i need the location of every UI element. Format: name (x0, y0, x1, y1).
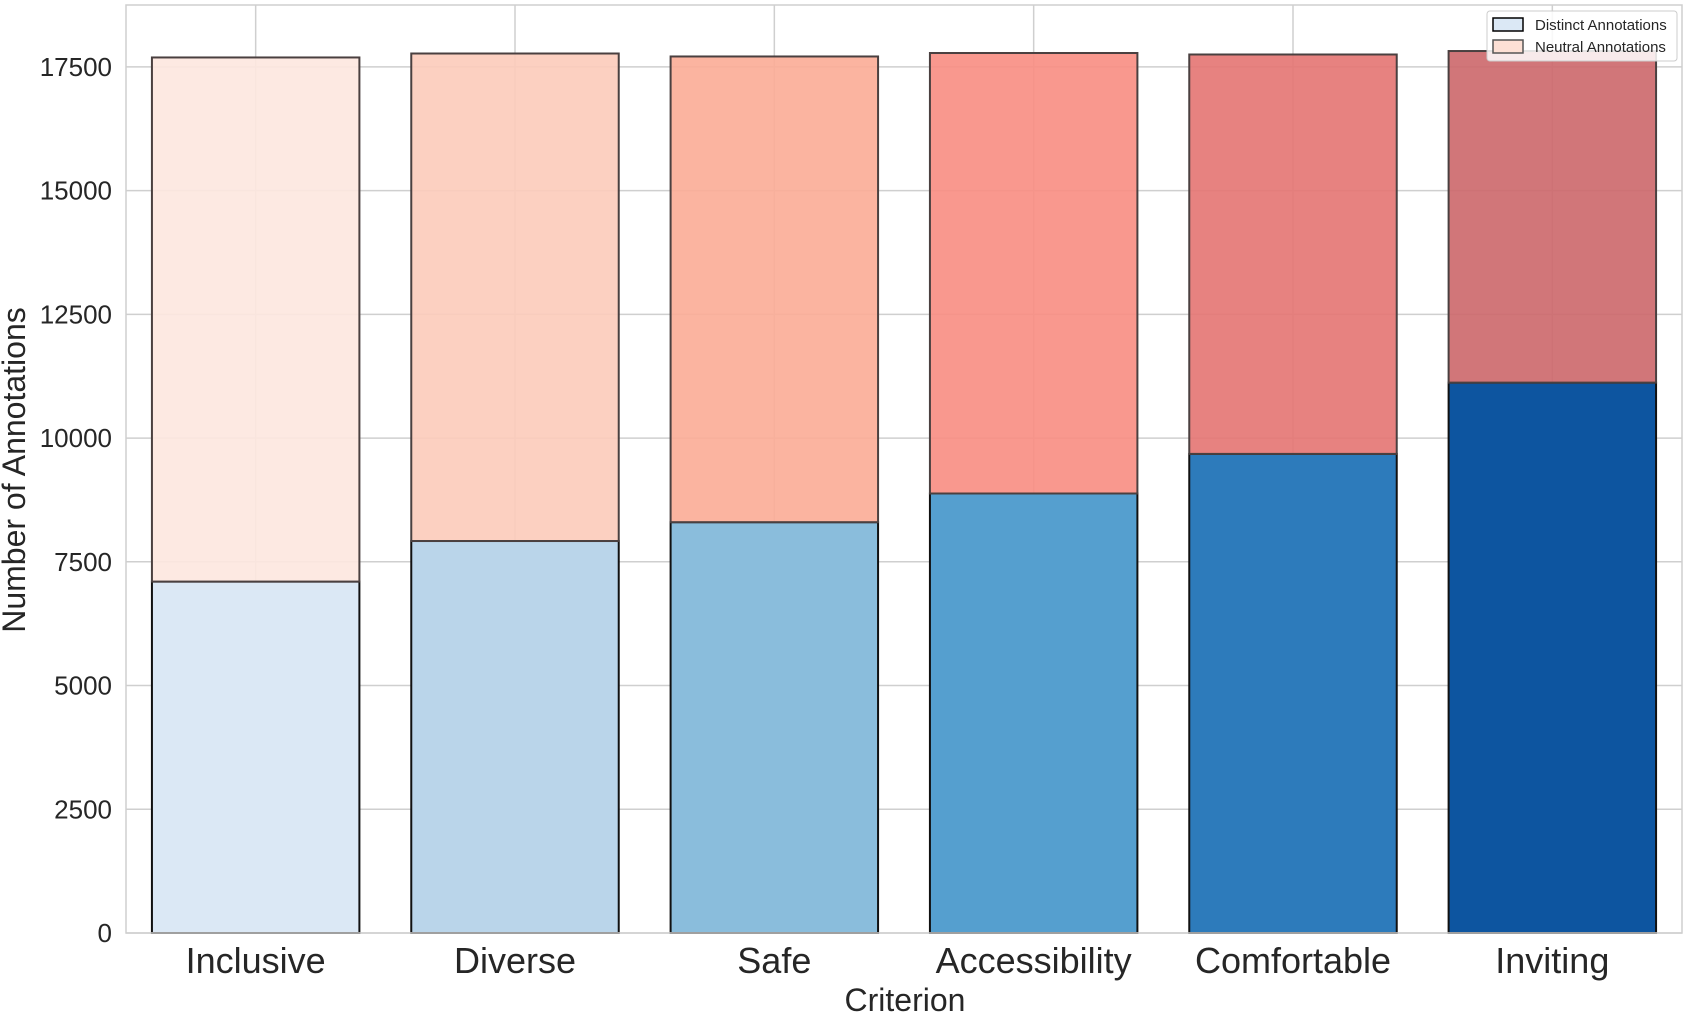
legend-label-distinct: Distinct Annotations (1535, 17, 1667, 34)
x-tick-labels: Inclusive Diverse Safe Accessibility Comfort… (186, 940, 1610, 981)
bar-distinct-comfortable (1188, 452, 1398, 934)
x-tick-label: Diverse (454, 940, 576, 981)
y-tick-label: 15000 (40, 176, 112, 206)
x-tick-label: Accessibility (936, 940, 1132, 981)
bar-neutral-accessibility (928, 52, 1139, 495)
y-tick-label: 17500 (40, 52, 112, 82)
bar-neutral-inviting (1447, 50, 1658, 384)
bar-neutral-diverse (410, 52, 620, 543)
y-tick-label: 0 (98, 918, 112, 948)
y-tick-label: 12500 (40, 299, 112, 329)
plot-frame (125, 4, 1683, 934)
x-tick-label: Inviting (1495, 940, 1609, 981)
y-tick-labels: 0 2500 5000 7500 10000 12500 15000 17500 (40, 52, 112, 948)
legend: Distinct Annotations Neutral Annotations (1486, 10, 1678, 62)
bar-neutral-safe (669, 55, 880, 524)
bar-distinct-inviting (1447, 381, 1658, 934)
bar-distinct-accessibility (928, 492, 1139, 934)
y-tick-label: 10000 (40, 423, 112, 453)
legend-swatch-neutral (1492, 39, 1524, 54)
bar-neutral-inclusive (150, 56, 361, 583)
legend-swatch-distinct (1492, 17, 1524, 32)
x-tick-label: Safe (737, 940, 811, 981)
bar-neutral-comfortable (1188, 53, 1398, 455)
bar-distinct-diverse (410, 540, 620, 935)
x-axis-label: Criterion (845, 982, 966, 1018)
bar-layer (150, 50, 1658, 935)
bar-distinct-safe (669, 521, 880, 934)
y-tick-label: 7500 (54, 547, 112, 577)
x-tick-label: Comfortable (1195, 940, 1391, 981)
y-axis-label: Number of Annotations (0, 307, 32, 633)
y-tick-label: 2500 (54, 794, 112, 824)
legend-box (1486, 10, 1678, 62)
x-tick-label: Inclusive (186, 940, 326, 981)
y-tick-label: 5000 (54, 671, 112, 701)
legend-label-neutral: Neutral Annotations (1535, 39, 1666, 56)
bar-distinct-inclusive (150, 580, 361, 935)
